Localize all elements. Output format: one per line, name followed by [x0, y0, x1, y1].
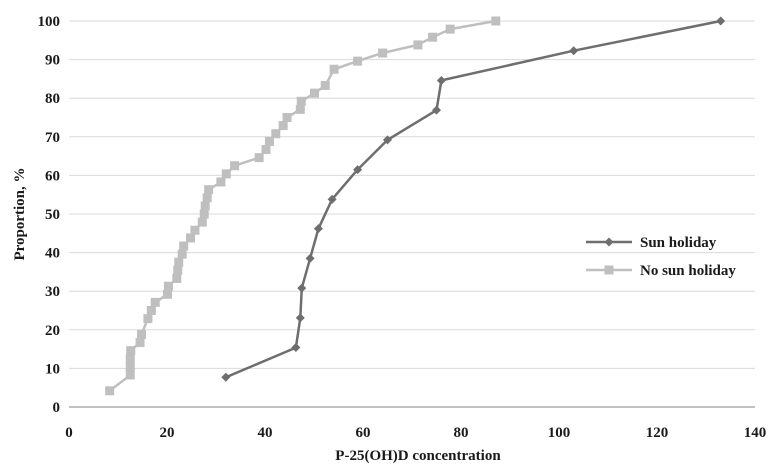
x-tick-label: 20 [160, 425, 175, 441]
y-tick-label: 10 [45, 361, 60, 377]
x-axis-label: P-25(OH)D concentration [335, 448, 501, 464]
data-point-no-sun-holiday [230, 161, 240, 171]
y-tick-label: 90 [45, 53, 60, 69]
data-point-sun-holiday [353, 165, 363, 175]
data-point-no-sun-holiday [143, 314, 153, 324]
data-point-no-sun-holiday [125, 354, 135, 364]
data-point-no-sun-holiday [126, 346, 136, 356]
data-point-sun-holiday [291, 343, 301, 353]
y-axis-label: Proportion, % [12, 167, 28, 260]
data-point-sun-holiday [221, 372, 231, 382]
data-point-sun-holiday [327, 194, 337, 204]
data-point-no-sun-holiday [197, 217, 207, 227]
data-point-sun-holiday [436, 75, 446, 85]
x-tick-label: 0 [65, 425, 73, 441]
data-point-no-sun-holiday [177, 249, 187, 259]
data-point-no-sun-holiday [179, 241, 189, 251]
data-point-no-sun-holiday [190, 225, 200, 235]
data-point-no-sun-holiday [216, 177, 226, 187]
y-tick-label: 20 [45, 323, 60, 339]
data-point-no-sun-holiday [174, 257, 184, 267]
x-axis-ticks: 0 20 40 60 80 100 120 140 [65, 425, 766, 441]
data-point-no-sun-holiday [295, 104, 305, 114]
data-point-no-sun-holiday [320, 80, 330, 90]
data-point-no-sun-holiday [428, 32, 438, 42]
data-point-no-sun-holiday [221, 169, 231, 179]
y-tick-label: 80 [45, 91, 60, 107]
data-point-no-sun-holiday [202, 193, 212, 203]
data-point-no-sun-holiday [282, 113, 292, 122]
data-point-no-sun-holiday [162, 289, 172, 299]
y-axis-ticks: 0 10 20 30 40 50 60 70 80 90 100 [38, 14, 61, 416]
data-point-no-sun-holiday [146, 306, 156, 315]
data-point-no-sun-holiday [278, 121, 288, 131]
legend-marker-sun-holiday [604, 237, 614, 247]
x-tick-label: 100 [548, 425, 571, 441]
data-point-no-sun-holiday [445, 24, 455, 34]
legend-item-no-sun-holiday: No sun holiday [586, 263, 736, 279]
x-tick-label: 80 [454, 425, 469, 441]
y-tick-label: 50 [45, 207, 60, 223]
y-tick-label: 60 [45, 168, 60, 184]
data-point-no-sun-holiday [172, 273, 182, 283]
data-point-no-sun-holiday [163, 281, 173, 291]
series-markers [105, 16, 726, 396]
series-line-sun-holiday [225, 19, 721, 379]
data-point-sun-holiday [295, 313, 305, 323]
y-tick-label: 40 [45, 246, 60, 262]
data-point-no-sun-holiday [173, 265, 183, 275]
data-point-no-sun-holiday [329, 64, 339, 74]
x-tick-label: 40 [258, 425, 273, 441]
data-point-no-sun-holiday [204, 185, 214, 195]
y-tick-label: 0 [53, 400, 61, 416]
legend-item-sun-holiday: Sun holiday [586, 235, 717, 251]
data-point-no-sun-holiday [264, 136, 274, 146]
legend-marker-no-sun-holiday [604, 265, 614, 275]
data-point-no-sun-holiday [254, 153, 264, 163]
data-point-no-sun-holiday [125, 370, 135, 380]
legend-label-sun-holiday: Sun holiday [640, 235, 717, 251]
y-tick-label: 30 [45, 284, 60, 300]
x-tick-label: 120 [646, 425, 669, 441]
data-point-sun-holiday [383, 135, 392, 145]
data-point-no-sun-holiday [271, 129, 281, 139]
data-point-no-sun-holiday [137, 329, 147, 339]
data-point-no-sun-holiday [125, 362, 135, 372]
data-point-no-sun-holiday [186, 233, 196, 243]
data-point-no-sun-holiday [491, 16, 501, 26]
y-tick-label: 70 [45, 130, 60, 146]
data-point-no-sun-holiday [261, 145, 271, 155]
data-point-no-sun-holiday [105, 386, 115, 396]
legend: Sun holiday No sun holiday [586, 235, 736, 279]
y-tick-label: 100 [38, 14, 61, 30]
data-point-no-sun-holiday [135, 338, 145, 348]
data-point-sun-holiday [716, 16, 726, 26]
series-line-no-sun-holiday [108, 19, 497, 392]
data-point-no-sun-holiday [296, 96, 306, 106]
legend-label-no-sun-holiday: No sun holiday [640, 263, 736, 279]
x-tick-label: 60 [356, 425, 371, 441]
data-point-no-sun-holiday [413, 40, 423, 50]
data-point-sun-holiday [305, 253, 315, 263]
data-point-no-sun-holiday [199, 209, 209, 219]
data-point-sun-holiday [432, 105, 441, 115]
data-point-no-sun-holiday [150, 297, 160, 307]
gridlines [69, 20, 755, 369]
data-point-sun-holiday [313, 224, 323, 234]
x-tick-label: 140 [744, 425, 767, 441]
data-point-sun-holiday [569, 46, 579, 56]
data-point-no-sun-holiday [200, 201, 210, 211]
data-point-sun-holiday [297, 283, 307, 293]
data-point-no-sun-holiday [378, 48, 388, 58]
data-point-no-sun-holiday [309, 88, 319, 98]
data-point-no-sun-holiday [353, 56, 363, 66]
